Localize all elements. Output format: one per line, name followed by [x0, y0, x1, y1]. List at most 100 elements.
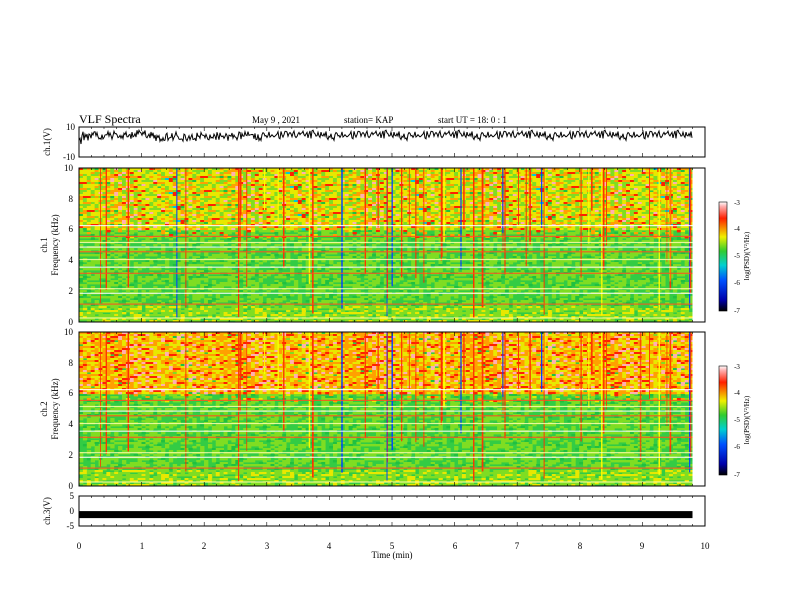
spectrogram-cell	[458, 178, 463, 181]
spectrogram-cell	[543, 182, 549, 185]
spectrogram-cell	[219, 198, 224, 201]
spectrogram-cell	[477, 170, 482, 173]
spectrogram-cell	[196, 186, 201, 189]
spectrogram-cell	[602, 220, 607, 223]
spectrogram-cell	[590, 198, 596, 201]
spectrogram-cell	[352, 182, 357, 185]
spectrogram-cell	[266, 170, 271, 173]
spectrogram-cell	[332, 194, 338, 197]
spectrogram-cell	[254, 194, 260, 197]
spectrogram-cell	[286, 204, 291, 207]
spectrogram-cell	[403, 214, 408, 217]
spectrogram-cell	[606, 178, 611, 181]
spectrogram-cell	[129, 198, 135, 201]
spectrogram-cell	[336, 176, 342, 179]
spectrogram-cell	[614, 206, 619, 209]
spectrogram-cell	[633, 206, 639, 209]
spectrogram-cell	[129, 200, 135, 203]
spectrogram-cell	[606, 182, 611, 185]
spectrogram-cell	[164, 172, 170, 175]
spectrogram-cell	[368, 204, 373, 207]
spectrogram-cell	[141, 202, 146, 205]
spectrogram-cell	[567, 228, 572, 231]
spectrogram-cell	[676, 206, 682, 209]
spectrogram-cell	[79, 192, 84, 195]
spectrogram-cell	[676, 178, 682, 181]
spectrogram-cell	[629, 222, 635, 225]
spectrogram-cell	[149, 190, 154, 193]
spectrogram-cell	[559, 178, 564, 181]
ch1-ylabel: ch.1(V)	[42, 128, 52, 156]
spectrogram-cell	[680, 214, 686, 217]
spectrogram-cell	[434, 192, 439, 195]
spectrogram-cell	[114, 220, 119, 223]
spectrogram-cell	[543, 190, 549, 193]
spectrogram-cell	[446, 202, 451, 205]
spectrogram-cell	[250, 180, 256, 183]
spectrogram-cell	[520, 170, 525, 173]
spectrogram-cell	[118, 186, 123, 189]
spectrogram-cell	[254, 168, 260, 171]
spectrogram-cell	[137, 214, 142, 217]
spectrogram-cell	[473, 220, 478, 223]
spectrogram-cell	[192, 196, 197, 199]
spectrogram-cell	[153, 228, 158, 231]
spectrogram-cell	[661, 190, 666, 193]
spectrogram-cell	[231, 188, 236, 191]
spectrogram-cell	[583, 192, 588, 195]
spectrogram-cell	[309, 226, 314, 229]
spectrogram-cell	[379, 190, 385, 193]
spectrogram-cell	[227, 168, 232, 171]
spectrogram-cell	[211, 190, 217, 193]
spectrogram-cell	[317, 200, 322, 203]
spectrogram-cell	[465, 200, 471, 203]
spectrogram-cell	[411, 170, 416, 173]
spectrogram-cell	[180, 178, 185, 181]
spectrogram-cell	[368, 218, 373, 221]
spectrogram-cell	[606, 194, 611, 197]
spectrogram-cell	[215, 174, 221, 177]
spectrogram-cell	[192, 190, 197, 193]
spectrogram-cell	[559, 200, 564, 203]
spectrogram-cell	[368, 208, 373, 211]
spectrogram-cell	[536, 228, 541, 231]
spectrogram-cell	[196, 214, 201, 217]
spectrogram-cell	[207, 212, 213, 215]
spectrogram-cell	[590, 194, 596, 197]
spectrogram-cell	[247, 210, 252, 213]
spectrogram-cell	[161, 176, 166, 179]
spectrogram-cell	[172, 222, 178, 225]
spectrogram-cell	[293, 168, 299, 171]
spectrogram-cell	[86, 222, 92, 225]
spectrogram-cell	[602, 192, 607, 195]
spectrogram-cell	[590, 174, 596, 177]
spectrogram-cell	[313, 204, 318, 207]
spectrogram-cell	[391, 216, 396, 219]
spectrogram-cell	[555, 218, 561, 221]
spectrogram-cell	[450, 202, 455, 205]
spectrogram-cell	[563, 198, 568, 201]
spectrogram-cell	[129, 202, 135, 205]
spectrogram-cell	[133, 226, 139, 229]
spectrogram-cell	[293, 174, 299, 177]
spectrogram-cell	[207, 198, 213, 201]
spectrogram-cell	[602, 172, 607, 175]
spectrogram-cell	[555, 228, 561, 231]
spectrogram-cell	[360, 186, 365, 189]
spectrogram-cell	[90, 208, 96, 211]
spectrogram-cell	[536, 184, 541, 187]
spectrogram-cell	[305, 192, 310, 195]
spectrogram-cell	[297, 182, 303, 185]
spectrogram-cell	[540, 198, 545, 201]
spectrogram-cell	[278, 218, 283, 221]
spectrogram-cell	[633, 220, 639, 223]
spectrogram-cell	[250, 176, 256, 179]
spectrogram-cell	[90, 200, 96, 203]
spectrogram-cell	[118, 218, 123, 221]
spectrogram-cell	[332, 210, 338, 213]
spectrogram-cell	[305, 178, 310, 181]
spectrogram-cell	[391, 210, 396, 213]
spectrogram-cell	[485, 220, 490, 223]
spectrogram-cell	[321, 210, 326, 213]
spectrogram-cell	[227, 214, 232, 217]
